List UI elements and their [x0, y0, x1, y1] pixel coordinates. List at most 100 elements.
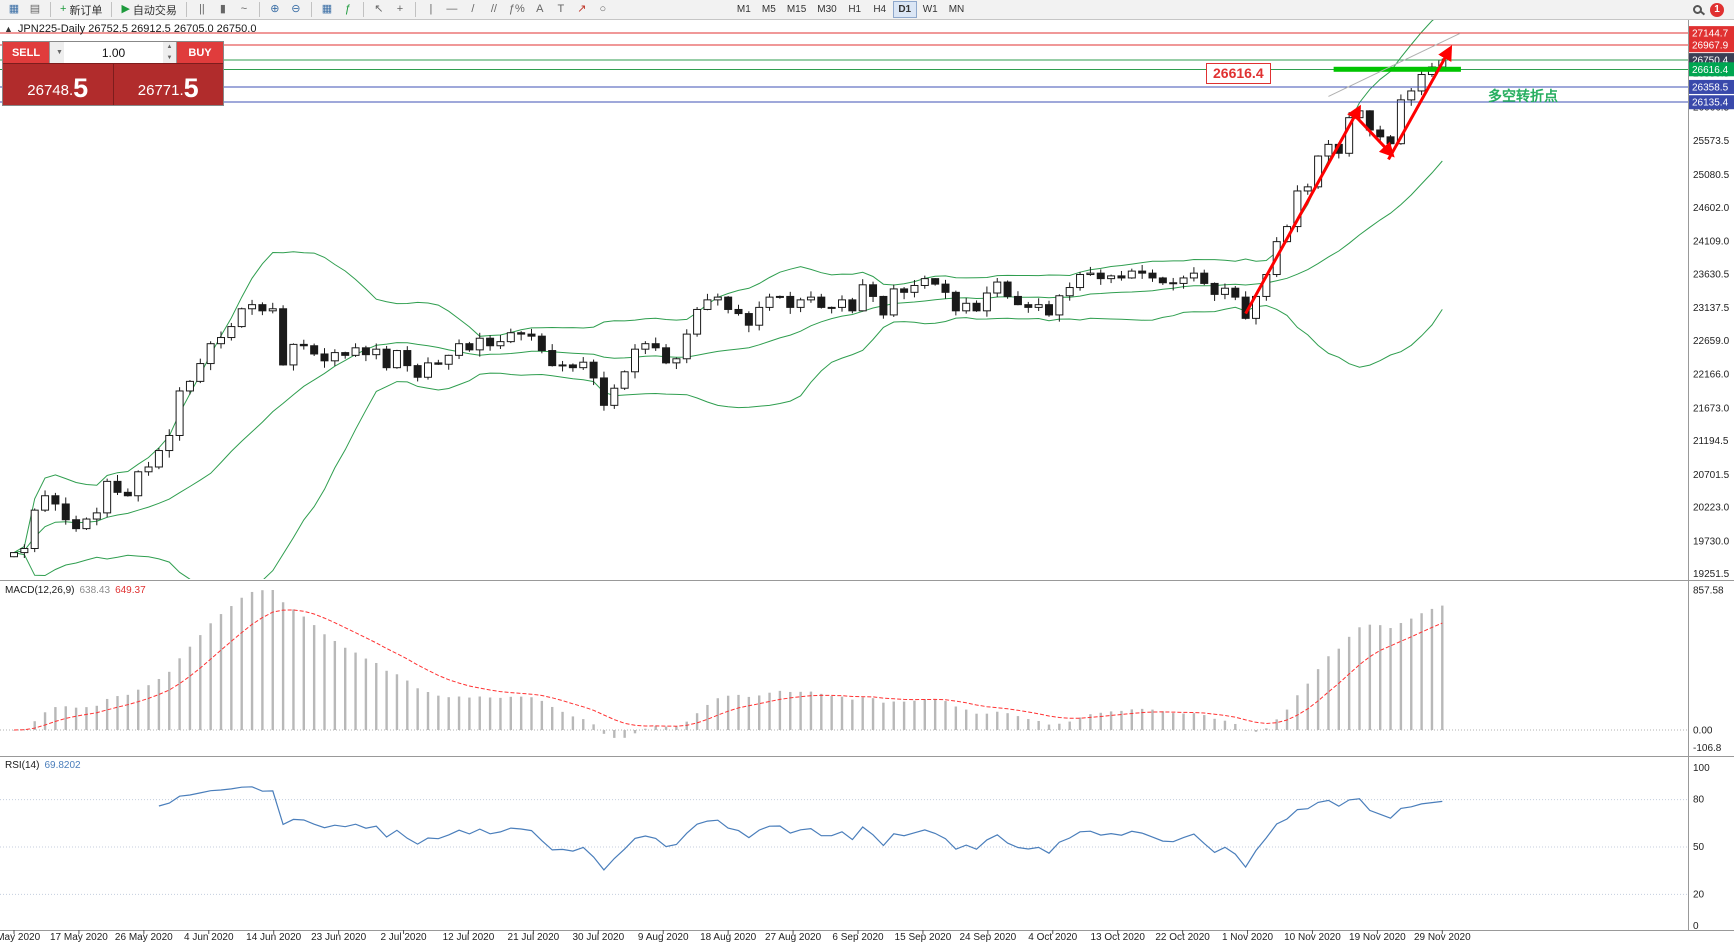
timeframe-mn[interactable]: MN	[944, 1, 970, 18]
vertical-line-icon: |	[429, 3, 433, 15]
svg-text:19251.5: 19251.5	[1693, 569, 1730, 580]
new-chart-icon: ▦	[8, 3, 20, 15]
trade-panel-controls: SELL ▼ 1.00 ▲ ▼ BUY	[3, 42, 223, 63]
support-zone-segment[interactable]	[1333, 66, 1461, 72]
chart-window-area: 26559.526066.525573.525080.524602.024109…	[0, 20, 1734, 942]
svg-text:27 Aug 2020: 27 Aug 2020	[765, 932, 822, 942]
collapse-panel-arrow[interactable]: ▲	[4, 24, 13, 34]
sell-price-big-digit: 5	[73, 73, 89, 104]
chart-canvas[interactable]: 26559.526066.525573.525080.524602.024109…	[0, 20, 1734, 942]
volume-box: ▼ 1.00 ▲ ▼	[49, 42, 177, 63]
timeframe-m5[interactable]: M5	[757, 1, 781, 18]
svg-text:6 Sep 2020: 6 Sep 2020	[832, 932, 884, 942]
price-annotation-box[interactable]: 26616.4	[1206, 63, 1271, 84]
vertical-line-button[interactable]: |	[421, 1, 441, 19]
line-chart-button[interactable]: ~	[234, 1, 254, 19]
indicators-button[interactable]: ƒ	[338, 1, 358, 19]
svg-text:27144.7: 27144.7	[1692, 29, 1729, 40]
channel-button[interactable]: //	[484, 1, 504, 19]
volume-input[interactable]: 1.00	[101, 45, 126, 60]
new-chart-button[interactable]: ▦	[4, 1, 24, 19]
svg-text:100: 100	[1693, 763, 1710, 774]
svg-text:-106.8: -106.8	[1693, 743, 1722, 754]
timeframe-w1[interactable]: W1	[918, 1, 943, 18]
rsi-indicator-label: RSI(14) 69.8202	[5, 760, 81, 771]
new-order-button[interactable]: + 新订单	[56, 1, 106, 19]
sell-button[interactable]: SELL	[3, 42, 49, 63]
bar-chart-button[interactable]: ||	[192, 1, 212, 19]
timeframe-m15[interactable]: M15	[782, 1, 811, 18]
guide-trendline[interactable]	[1328, 32, 1461, 97]
svg-text:7 May 2020: 7 May 2020	[0, 932, 41, 942]
macd-indicator-label: MACD(12,26,9) 638.43 649.37	[5, 585, 146, 596]
tile-windows-button[interactable]: ▦	[317, 1, 337, 19]
candle-chart-button[interactable]: ▮	[213, 1, 233, 19]
svg-text:10 Nov 2020: 10 Nov 2020	[1284, 932, 1341, 942]
timeframe-m30[interactable]: M30	[812, 1, 841, 18]
crosshair-button[interactable]: +	[390, 1, 410, 19]
shapes-tool-button[interactable]: ○	[593, 1, 613, 19]
cursor-icon: ↖	[374, 3, 384, 15]
turning-point-annotation[interactable]: 多空转折点	[1488, 88, 1558, 104]
text-tool-button[interactable]: A	[530, 1, 550, 19]
svg-text:25573.5: 25573.5	[1693, 136, 1730, 147]
indicators-icon: ƒ	[344, 3, 351, 15]
autotrading-button[interactable]: ▶ 自动交易	[117, 1, 180, 19]
profiles-button[interactable]: ▤	[25, 1, 45, 19]
svg-text:22659.0: 22659.0	[1693, 336, 1730, 347]
volume-stepper: ▲ ▼	[163, 42, 176, 63]
buy-button[interactable]: BUY	[177, 42, 223, 63]
candles-series	[10, 58, 1447, 559]
search-icon[interactable]	[1693, 5, 1702, 14]
sell-price[interactable]: 26748. 5	[3, 64, 113, 105]
bar-chart-icon: ||	[199, 3, 205, 15]
zoom-in-button[interactable]: ⊕	[265, 1, 285, 19]
fibonacci-button[interactable]: ƒ%	[505, 1, 529, 19]
svg-text:0: 0	[1693, 921, 1699, 932]
toolbar-separator	[111, 2, 113, 17]
svg-text:14 Jun 2020: 14 Jun 2020	[246, 932, 301, 942]
toolbar-separator	[310, 2, 312, 17]
new-order-plus-icon: +	[60, 3, 67, 15]
trend-arrows[interactable]	[1244, 45, 1453, 315]
arrows-tool-button[interactable]: ↗	[572, 1, 592, 19]
svg-text:19730.0: 19730.0	[1693, 536, 1730, 547]
volume-down-icon[interactable]: ▼	[163, 52, 176, 63]
macd-signal-value: 649.37	[115, 585, 146, 596]
cursor-button[interactable]: ↖	[369, 1, 389, 19]
channel-icon: //	[490, 3, 497, 15]
svg-text:23 Jun 2020: 23 Jun 2020	[311, 932, 366, 942]
svg-text:2 Jul 2020: 2 Jul 2020	[380, 932, 427, 942]
zoom-out-button[interactable]: ⊖	[286, 1, 306, 19]
toolbar-separator	[414, 2, 416, 17]
new-order-label: 新订单	[69, 4, 103, 17]
svg-text:24109.0: 24109.0	[1693, 237, 1730, 248]
macd-histogram	[0, 590, 1688, 738]
volume-dropdown-arrow-icon[interactable]: ▼	[50, 42, 64, 63]
timeframe-d1[interactable]: D1	[892, 1, 917, 18]
timeframe-m1[interactable]: M1	[732, 1, 756, 18]
panel-frame	[0, 20, 1734, 931]
svg-text:21673.0: 21673.0	[1693, 403, 1730, 414]
timeframe-h1[interactable]: H1	[843, 1, 867, 18]
horizontal-line-button[interactable]: —	[442, 1, 462, 19]
svg-text:9 Aug 2020: 9 Aug 2020	[638, 932, 689, 942]
svg-text:22166.0: 22166.0	[1693, 370, 1730, 381]
sell-price-main: 26748.	[27, 82, 74, 99]
line-chart-icon: ~	[240, 3, 248, 15]
svg-text:18 Aug 2020: 18 Aug 2020	[700, 932, 757, 942]
notification-badge[interactable]: 1	[1710, 2, 1724, 17]
trendline-button[interactable]: /	[463, 1, 483, 19]
label-tool-button[interactable]: T	[551, 1, 571, 19]
arrows-tool-icon: ↗	[577, 3, 587, 15]
svg-text:857.58: 857.58	[1693, 586, 1724, 597]
svg-text:26 May 2020: 26 May 2020	[115, 932, 173, 942]
svg-text:20: 20	[1693, 889, 1705, 900]
rsi-level-lines	[0, 799, 1689, 895]
timeframe-h4[interactable]: H4	[868, 1, 892, 18]
svg-text:26135.4: 26135.4	[1692, 98, 1729, 109]
buy-price[interactable]: 26771. 5	[112, 64, 223, 105]
volume-up-icon[interactable]: ▲	[163, 42, 176, 53]
fibonacci-icon: ƒ%	[508, 3, 525, 15]
